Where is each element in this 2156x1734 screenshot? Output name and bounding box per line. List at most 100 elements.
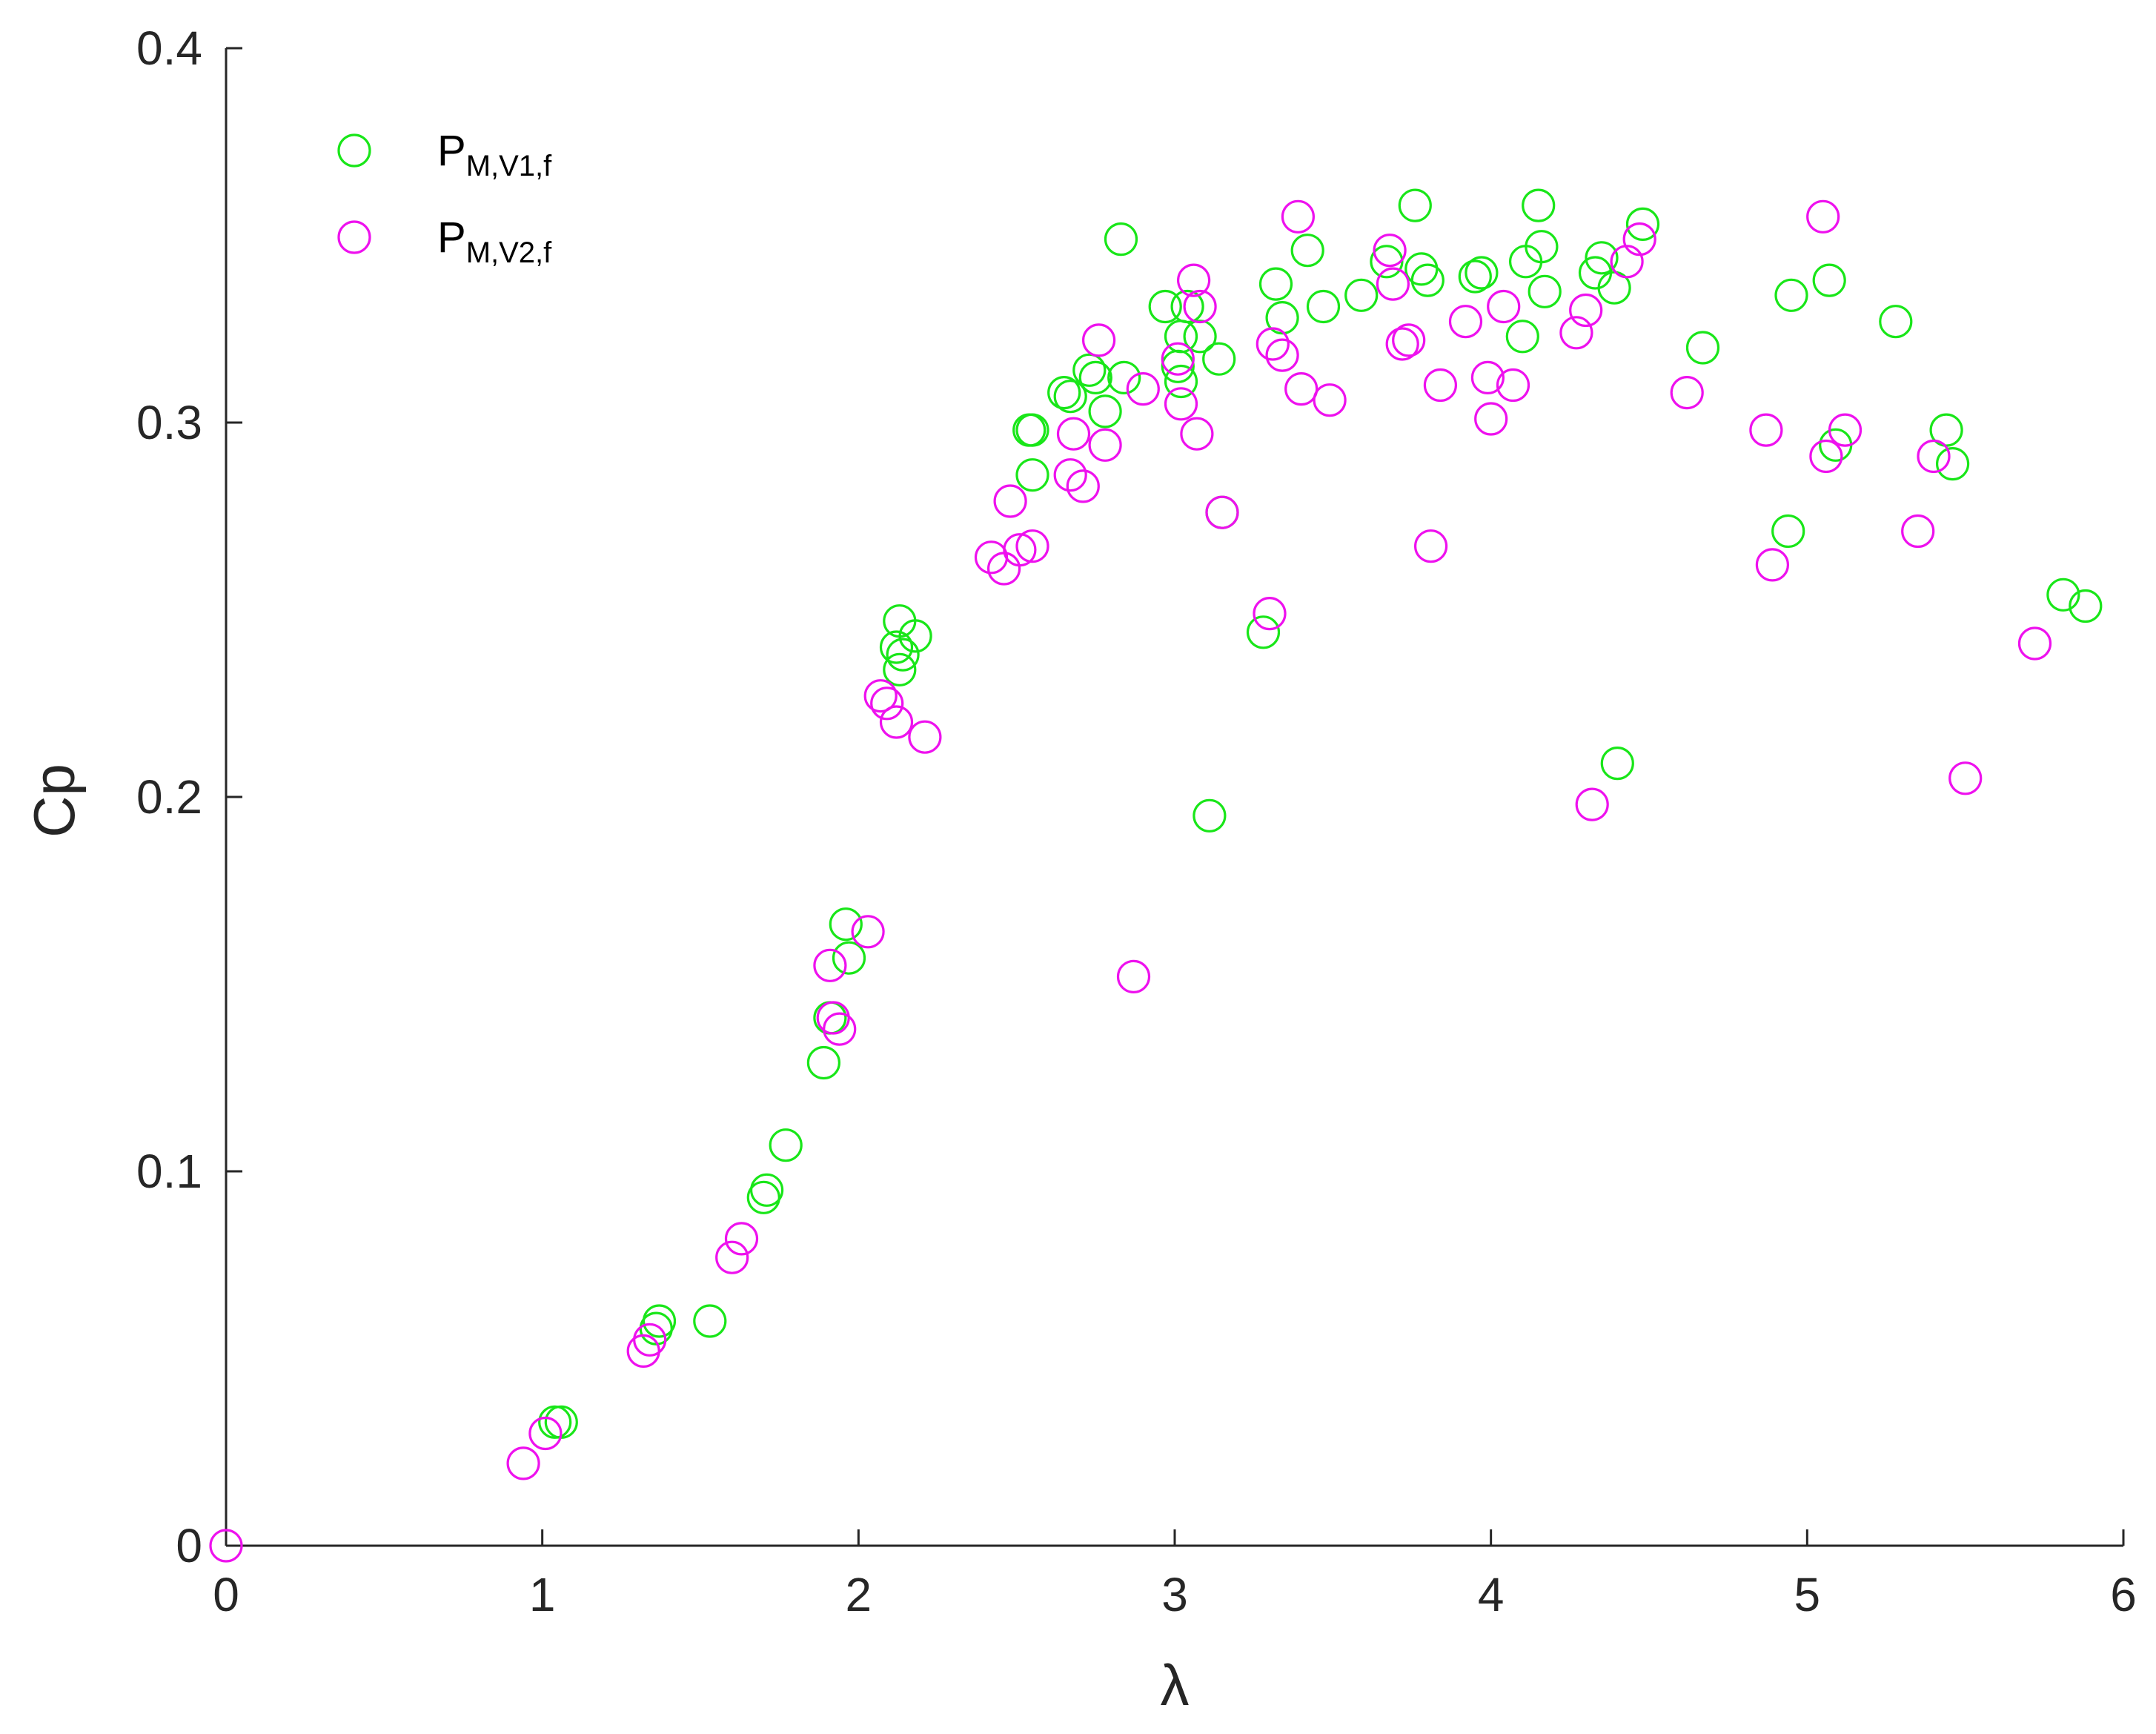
data-point <box>1047 375 1081 410</box>
data-point <box>1053 380 1087 414</box>
data-point <box>1385 327 1419 361</box>
data-point <box>1164 364 1198 399</box>
data-point <box>1917 439 1951 474</box>
data-point <box>528 1416 563 1451</box>
legend-marker <box>337 133 371 168</box>
data-point <box>1066 469 1100 503</box>
legend-label: PM,V2,f <box>437 214 552 269</box>
data-point <box>642 1304 677 1338</box>
data-point <box>832 941 866 975</box>
data-point <box>1003 533 1037 567</box>
data-point <box>1470 360 1505 394</box>
data-point <box>1183 289 1217 324</box>
data-point <box>2069 589 2103 623</box>
data-point <box>1465 256 1499 290</box>
legend-entry-2: PM,V2,f <box>337 214 552 269</box>
y-tick-label: 0.3 <box>136 396 202 449</box>
data-point <box>1610 245 1644 279</box>
data-point <box>1344 278 1379 312</box>
data-point <box>1487 289 1521 324</box>
data-point <box>1176 263 1211 297</box>
x-tick-label: 3 <box>1161 1568 1188 1621</box>
data-point <box>1306 289 1341 324</box>
x-tick-label: 2 <box>846 1568 872 1621</box>
data-point <box>806 1045 841 1080</box>
data-point <box>1015 529 1049 563</box>
data-point <box>886 638 920 672</box>
data-point <box>1170 289 1204 324</box>
data-point <box>1771 514 1805 549</box>
legend-label: PM,V1,f <box>437 127 552 182</box>
data-point <box>823 1012 857 1046</box>
data-point <box>1088 394 1122 428</box>
data-point <box>1474 402 1508 436</box>
data-point <box>2017 626 2052 661</box>
data-point <box>1569 293 1603 328</box>
data-points <box>209 188 2103 1563</box>
data-point <box>1183 320 1217 354</box>
data-point <box>1525 230 1559 264</box>
data-point <box>1290 234 1324 268</box>
data-point <box>1265 301 1299 335</box>
data-point <box>1670 375 1704 410</box>
data-point <box>908 720 942 754</box>
data-point <box>1193 798 1227 833</box>
data-point <box>1392 323 1426 357</box>
data-point <box>1161 342 1195 376</box>
data-point <box>1107 360 1141 394</box>
data-point <box>1901 514 1935 549</box>
data-point <box>1559 316 1593 350</box>
data-point <box>1088 428 1122 462</box>
series-2 <box>209 199 2052 1563</box>
data-point <box>1253 596 1287 631</box>
data-point <box>879 705 914 739</box>
data-point <box>1522 188 1556 222</box>
x-tick-label: 6 <box>2110 1568 2137 1621</box>
data-point <box>1936 446 1970 481</box>
data-point <box>1622 222 1656 257</box>
y-tick-label: 0.4 <box>136 21 202 75</box>
data-point <box>1496 368 1530 403</box>
axes: 0 1 2 3 4 5 6 0 0.1 0.2 0.3 0.4 <box>136 21 2137 1621</box>
x-tick-label: 1 <box>529 1568 556 1621</box>
y-tick-label: 0.1 <box>136 1145 202 1198</box>
data-point <box>1126 371 1160 406</box>
data-point <box>1180 417 1214 451</box>
data-point <box>1625 207 1660 241</box>
series-1 <box>538 188 2103 1439</box>
data-point <box>1265 338 1299 372</box>
data-point <box>1148 289 1182 324</box>
data-point <box>879 630 914 664</box>
legend-entry-1: PM,V1,f <box>337 127 552 182</box>
data-point <box>1258 267 1293 301</box>
data-point <box>1281 199 1316 234</box>
data-point <box>1806 199 1840 234</box>
y-tick-label: 0.2 <box>136 770 202 824</box>
data-point <box>1575 787 1609 821</box>
data-point <box>1448 305 1483 339</box>
data-point <box>1015 458 1049 492</box>
data-point <box>1505 320 1539 354</box>
data-point <box>693 1304 727 1338</box>
y-tick-label: 0 <box>176 1519 202 1572</box>
data-point <box>1528 274 1562 308</box>
data-point <box>209 1529 243 1563</box>
data-point <box>1423 368 1458 403</box>
x-axis-label: λ <box>1161 1652 1190 1718</box>
data-point <box>538 1405 572 1439</box>
data-point <box>1078 360 1112 394</box>
data-point <box>1749 413 1783 447</box>
data-point <box>1373 234 1407 268</box>
data-point <box>724 1222 759 1256</box>
data-point <box>1053 458 1087 492</box>
legend-marker <box>337 220 371 254</box>
data-point <box>898 619 932 653</box>
data-point <box>883 652 917 686</box>
data-point <box>2046 578 2080 612</box>
data-point <box>1774 278 1808 312</box>
x-tick-label: 5 <box>1794 1568 1821 1621</box>
data-point <box>715 1240 749 1274</box>
data-point <box>1284 371 1319 406</box>
data-point <box>633 1323 667 1357</box>
